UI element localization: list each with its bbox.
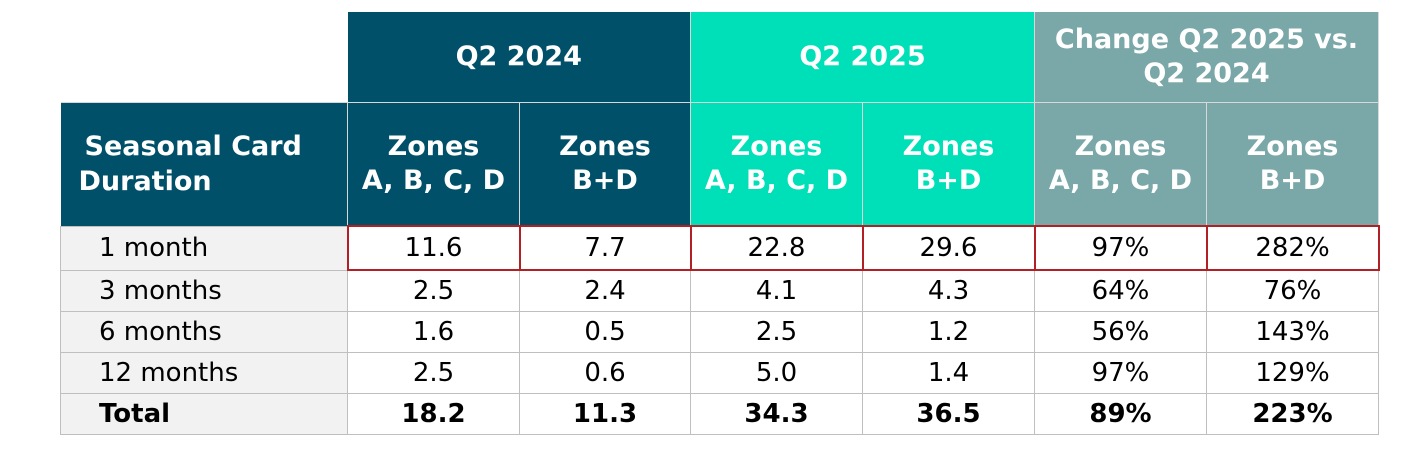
table-cell: 2.5 xyxy=(347,269,520,312)
table-cell: 18.2 xyxy=(347,392,520,435)
table-row: 3 months 2.5 2.4 4.1 4.3 64% 76% xyxy=(60,269,1379,312)
group-header-change-line2: Q2 2024 xyxy=(1143,58,1270,89)
table-cell: 2.4 xyxy=(519,269,691,312)
sub-header-line1: Zones xyxy=(1074,131,1167,162)
group-header-change-line1: Change Q2 2025 vs. xyxy=(1054,24,1359,55)
table-cell: 4.1 xyxy=(690,269,863,312)
table-cell: 2.5 xyxy=(690,310,863,353)
sub-header-line1: Zones xyxy=(559,131,651,162)
table-cell: 36.5 xyxy=(862,392,1035,435)
table-cell: 0.5 xyxy=(519,310,691,353)
table-cell: 11.3 xyxy=(519,392,691,435)
table-row: 6 months 1.6 0.5 2.5 1.2 56% 143% xyxy=(60,310,1379,353)
table-cell: 89% xyxy=(1034,392,1207,435)
sub-header-change-bd: Zones B+D xyxy=(1206,102,1379,226)
sub-header-line2: A, B, C, D xyxy=(1048,165,1193,196)
table-cell: 282% xyxy=(1205,225,1380,271)
table-cell: 0.6 xyxy=(519,351,691,394)
row-label-header-line2: Duration xyxy=(78,166,212,198)
table-cell: 56% xyxy=(1034,310,1207,353)
empty-corner xyxy=(60,12,348,103)
row-label: 1 month xyxy=(60,225,348,271)
table-cell: 143% xyxy=(1206,310,1379,353)
table-cell: 5.0 xyxy=(690,351,863,394)
table-row: 1 month 11.6 7.7 22.8 29.6 97% 282% xyxy=(60,225,1380,271)
sub-header-q25-abcd: Zones A, B, C, D xyxy=(690,102,863,226)
sub-header-line2: A, B, C, D xyxy=(704,165,849,196)
row-label-header: Seasonal Card Duration xyxy=(60,102,348,226)
sub-header-line2: B+D xyxy=(572,165,638,196)
table-row-total: Total 18.2 11.3 34.3 36.5 89% 223% xyxy=(60,392,1379,435)
seasonal-card-table: Q2 2024 Q2 2025 Change Q2 2025 vs. Q2 20… xyxy=(60,12,1380,435)
table-cell: 129% xyxy=(1206,351,1379,394)
table-cell: 76% xyxy=(1206,269,1379,312)
sub-header-line1: Zones xyxy=(902,131,995,162)
table-cell: 29.6 xyxy=(861,225,1036,271)
table-cell: 4.3 xyxy=(862,269,1035,312)
sub-header-q24-abcd: Zones A, B, C, D xyxy=(347,102,520,226)
table-cell: 22.8 xyxy=(689,225,864,271)
table-cell: 97% xyxy=(1034,351,1207,394)
sub-header-q24-bd: Zones B+D xyxy=(519,102,691,226)
group-header-q2-2025: Q2 2025 xyxy=(690,12,1035,103)
table-cell: 1.2 xyxy=(862,310,1035,353)
sub-header-line2: A, B, C, D xyxy=(361,165,506,196)
table-cell: 64% xyxy=(1034,269,1207,312)
row-label: 6 months xyxy=(60,310,348,353)
sub-header-change-abcd: Zones A, B, C, D xyxy=(1034,102,1207,226)
table-cell: 97% xyxy=(1033,225,1208,271)
table-cell: 7.7 xyxy=(518,225,692,271)
table-cell: 11.6 xyxy=(346,225,521,271)
row-label-header-line1: Seasonal Card xyxy=(84,131,302,163)
sub-header-line1: Zones xyxy=(387,131,480,162)
sub-header-line2: B+D xyxy=(1259,165,1326,196)
table-cell: 34.3 xyxy=(690,392,863,435)
row-label: 12 months xyxy=(60,351,348,394)
group-header-q2-2024: Q2 2024 xyxy=(347,12,691,103)
table-cell: 2.5 xyxy=(347,351,520,394)
sub-header-row: Seasonal Card Duration Zones A, B, C, D … xyxy=(60,102,1379,226)
sub-header-line1: Zones xyxy=(1246,131,1339,162)
group-header-change: Change Q2 2025 vs. Q2 2024 xyxy=(1034,12,1379,103)
table-cell: 223% xyxy=(1206,392,1379,435)
sub-header-q25-bd: Zones B+D xyxy=(862,102,1035,226)
group-header-row: Q2 2024 Q2 2025 Change Q2 2025 vs. Q2 20… xyxy=(60,12,1379,103)
sub-header-line1: Zones xyxy=(730,131,823,162)
table-cell: 1.4 xyxy=(862,351,1035,394)
table-cell: 1.6 xyxy=(347,310,520,353)
row-label: 3 months xyxy=(60,269,348,312)
table-row: 12 months 2.5 0.6 5.0 1.4 97% 129% xyxy=(60,351,1379,394)
sub-header-line2: B+D xyxy=(915,165,982,196)
row-label: Total xyxy=(60,392,348,435)
